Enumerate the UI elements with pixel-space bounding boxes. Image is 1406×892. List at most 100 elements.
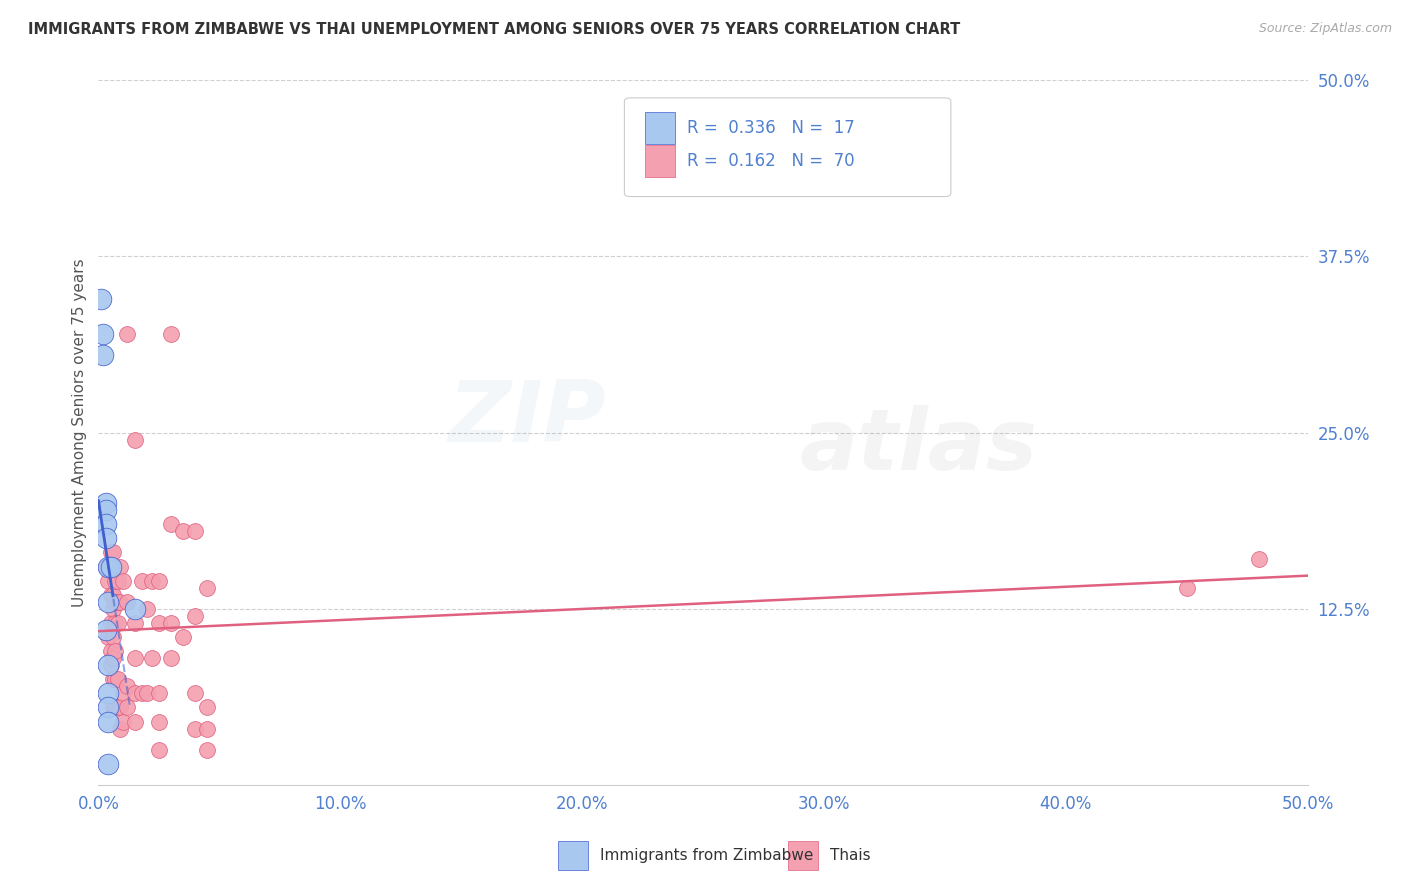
- Point: [117, 595, 139, 609]
- Text: IMMIGRANTS FROM ZIMBABWE VS THAI UNEMPLOYMENT AMONG SENIORS OVER 75 YEARS CORREL: IMMIGRANTS FROM ZIMBABWE VS THAI UNEMPLO…: [28, 22, 960, 37]
- Point: [104, 673, 127, 687]
- Text: ZIP: ZIP: [449, 377, 606, 460]
- FancyBboxPatch shape: [624, 98, 950, 196]
- Point: [124, 615, 146, 630]
- Point: [94, 517, 117, 532]
- Text: atlas: atlas: [800, 405, 1038, 488]
- Point: [131, 574, 153, 588]
- Point: [148, 686, 170, 700]
- Point: [97, 700, 120, 714]
- Point: [101, 700, 124, 714]
- Point: [97, 595, 120, 609]
- FancyBboxPatch shape: [645, 112, 675, 144]
- Point: [101, 588, 124, 602]
- Point: [148, 742, 170, 756]
- Point: [195, 581, 218, 595]
- Point: [160, 517, 183, 532]
- Point: [160, 651, 183, 665]
- Point: [141, 651, 163, 665]
- Point: [108, 700, 131, 714]
- Point: [104, 615, 127, 630]
- Point: [148, 714, 170, 729]
- Point: [97, 630, 120, 644]
- Point: [97, 574, 120, 588]
- Point: [131, 686, 153, 700]
- Point: [195, 722, 218, 736]
- FancyBboxPatch shape: [558, 841, 588, 870]
- Point: [124, 601, 146, 615]
- Text: R =  0.336   N =  17: R = 0.336 N = 17: [688, 120, 855, 137]
- Point: [101, 559, 124, 574]
- Point: [94, 532, 117, 546]
- Point: [117, 700, 139, 714]
- Y-axis label: Unemployment Among Seniors over 75 years: Unemployment Among Seniors over 75 years: [72, 259, 87, 607]
- Point: [111, 686, 134, 700]
- Point: [94, 496, 117, 510]
- Point: [104, 644, 127, 658]
- Point: [117, 679, 139, 693]
- Point: [107, 700, 129, 714]
- Point: [100, 644, 122, 658]
- Point: [107, 574, 129, 588]
- Point: [141, 574, 163, 588]
- Point: [100, 658, 122, 673]
- Point: [104, 574, 127, 588]
- Point: [107, 595, 129, 609]
- Point: [97, 756, 120, 771]
- Point: [100, 545, 122, 559]
- Point: [195, 742, 218, 756]
- Point: [160, 615, 183, 630]
- Point: [124, 686, 146, 700]
- Point: [117, 326, 139, 341]
- Text: Source: ZipAtlas.com: Source: ZipAtlas.com: [1258, 22, 1392, 36]
- Point: [1249, 552, 1271, 566]
- Point: [124, 651, 146, 665]
- Point: [124, 714, 146, 729]
- Point: [101, 651, 124, 665]
- Point: [101, 545, 124, 559]
- Point: [94, 503, 117, 517]
- Point: [124, 433, 146, 447]
- Point: [148, 574, 170, 588]
- Text: Immigrants from Zimbabwe: Immigrants from Zimbabwe: [600, 848, 814, 863]
- Point: [94, 559, 117, 574]
- Point: [107, 615, 129, 630]
- FancyBboxPatch shape: [787, 841, 818, 870]
- Text: R =  0.162   N =  70: R = 0.162 N = 70: [688, 153, 855, 170]
- Point: [184, 524, 207, 539]
- Point: [108, 722, 131, 736]
- Text: Thais: Thais: [830, 848, 870, 863]
- Point: [97, 686, 120, 700]
- Point: [195, 700, 218, 714]
- Point: [172, 524, 194, 539]
- Point: [108, 559, 131, 574]
- Point: [91, 326, 114, 341]
- Point: [148, 615, 170, 630]
- Point: [107, 673, 129, 687]
- Point: [100, 588, 122, 602]
- Point: [160, 326, 183, 341]
- Point: [111, 574, 134, 588]
- Point: [111, 714, 134, 729]
- Point: [1175, 581, 1198, 595]
- Point: [135, 686, 157, 700]
- Point: [104, 595, 127, 609]
- Point: [108, 595, 131, 609]
- Point: [101, 601, 124, 615]
- Point: [184, 722, 207, 736]
- Point: [90, 292, 112, 306]
- Point: [101, 630, 124, 644]
- Point: [100, 559, 122, 574]
- Point: [104, 700, 127, 714]
- Point: [94, 623, 117, 637]
- Point: [184, 686, 207, 700]
- Point: [97, 658, 120, 673]
- Point: [101, 673, 124, 687]
- Point: [184, 608, 207, 623]
- Point: [100, 615, 122, 630]
- Point: [172, 630, 194, 644]
- Point: [97, 714, 120, 729]
- Point: [91, 348, 114, 362]
- Point: [97, 559, 120, 574]
- FancyBboxPatch shape: [645, 145, 675, 178]
